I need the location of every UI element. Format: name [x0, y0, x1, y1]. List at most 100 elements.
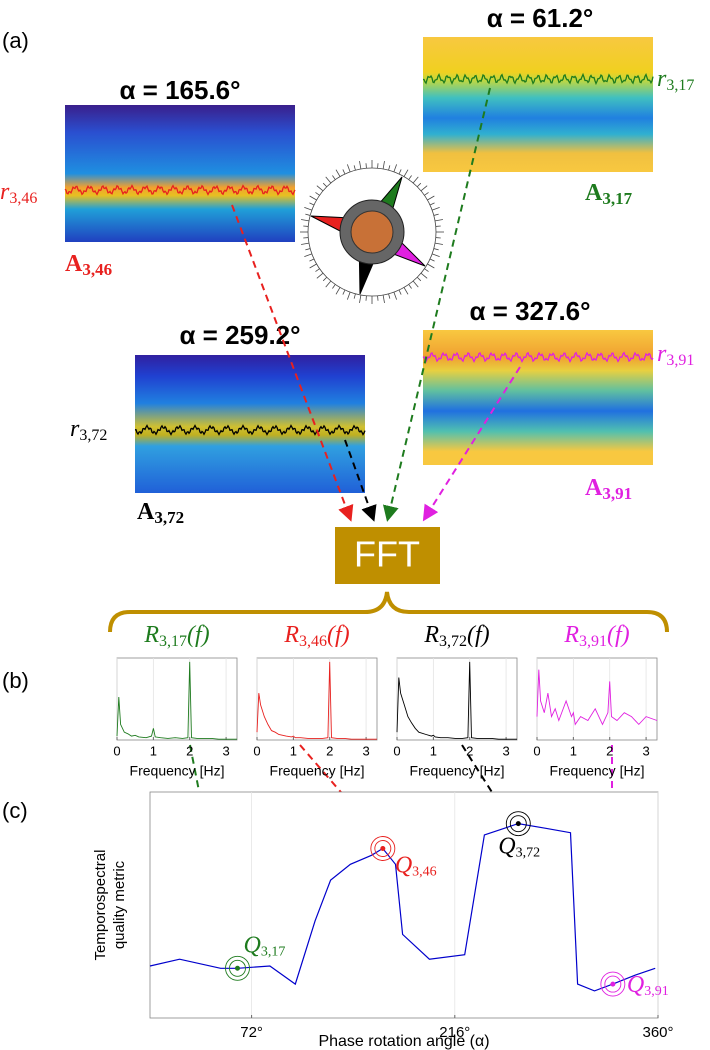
point-label: Q3,72: [498, 833, 540, 861]
compass-tick: [335, 169, 341, 177]
panel-label: (a): [2, 28, 29, 53]
text-part: 3,91: [644, 984, 669, 999]
ridge-line: [134, 424, 366, 436]
brace: [108, 591, 669, 633]
compass-tick: [342, 169, 346, 175]
x-tick-label: 2: [326, 743, 333, 758]
x-tick-label: 2: [186, 743, 193, 758]
y-axis-label: Temporospectral quality metric: [92, 850, 128, 961]
matrix-label: A3,17: [585, 180, 633, 208]
x-axis-label: Frequency [Hz]: [270, 763, 365, 779]
ridge-lines: [64, 72, 654, 436]
compass-tick: [304, 206, 312, 211]
compass-tick: [301, 242, 310, 245]
text-part: R: [283, 622, 299, 648]
ridge-line: [423, 72, 654, 86]
arrows: [231, 87, 521, 522]
matrix-label: A3,91: [585, 475, 632, 503]
compass-tick: [332, 284, 336, 289]
matrix-sub: 3,17: [602, 189, 632, 208]
ridge-sub: 3,46: [9, 190, 37, 207]
compass-tick: [335, 287, 341, 295]
compass-tick: [325, 176, 332, 184]
compass-tick: [353, 293, 356, 299]
text-part: (f): [607, 622, 630, 648]
heatmap: [423, 37, 653, 172]
matrix-symbol: A: [585, 180, 603, 206]
text-part: (f): [327, 622, 350, 648]
panel-label: (c): [2, 798, 28, 823]
compass-tick: [416, 276, 422, 282]
compass-tick: [424, 268, 429, 272]
spectrum-title: R3,17(f): [143, 622, 209, 650]
x-axis-label: Frequency [Hz]: [130, 763, 225, 779]
x-tick-label: 0: [253, 743, 260, 758]
view-title: α = 327.6°: [469, 296, 590, 326]
text-part: 3,46: [299, 633, 327, 650]
compass-tick: [403, 287, 409, 295]
x-axis-label: Frequency [Hz]: [410, 763, 505, 779]
compass-tick: [433, 248, 439, 251]
x-tick-label: 0: [533, 743, 540, 758]
text-part: 3,91: [579, 633, 607, 650]
compass-tick: [305, 248, 311, 251]
compass-tick: [388, 293, 391, 299]
compass-tick: [305, 213, 311, 216]
text-part: Q: [498, 833, 515, 859]
point-label: Q3,91: [627, 972, 669, 1000]
compass-tick: [403, 169, 409, 177]
compass-tick: [398, 169, 402, 175]
ridge-sub: 3,91: [666, 352, 694, 369]
compass-tick: [322, 276, 328, 282]
compass-tick: [429, 258, 435, 262]
text-part: quality metric: [111, 860, 128, 949]
compass-tick: [309, 202, 315, 206]
matrix-sub: 3,72: [154, 508, 184, 527]
compass-tick: [427, 195, 435, 201]
heatmap: [65, 105, 295, 242]
x-axis-label: Phase rotation angle (α): [318, 1033, 489, 1050]
compass-tick: [412, 176, 419, 184]
marker-dot: [380, 846, 386, 851]
ridge-label: r3,46: [0, 179, 37, 207]
compass-tick: [420, 272, 428, 279]
compass-tick: [433, 213, 439, 216]
compass: [300, 160, 444, 304]
matrix-sub: 3,46: [82, 260, 112, 279]
ridge-label: r3,17: [657, 66, 694, 94]
text-part: Q: [243, 932, 260, 958]
text-part: R: [143, 622, 159, 648]
ridge-symbol: r: [70, 416, 80, 442]
marker-dot: [610, 981, 616, 987]
text-part: 3,17: [261, 944, 286, 959]
x-tick-label: 0: [113, 743, 120, 758]
text-part: 3,72: [516, 846, 541, 861]
text-part: Q: [395, 852, 412, 878]
compass-tick: [432, 206, 440, 211]
view-title: α = 259.2°: [179, 320, 300, 350]
text-part: Q: [627, 972, 644, 998]
compass-tick: [408, 175, 412, 180]
ridge-symbol: r: [657, 66, 667, 92]
data-line: [256, 661, 377, 740]
marker-ring: [509, 815, 527, 833]
x-axis-label: Frequency [Hz]: [550, 763, 645, 779]
x-tick-label: 0: [393, 743, 400, 758]
marker-dot: [515, 821, 521, 827]
data-line: [116, 661, 237, 740]
ridge-sub: 3,72: [79, 427, 107, 444]
x-tick-label: 3: [642, 743, 649, 758]
marker-ring: [374, 840, 392, 857]
compass-tick: [434, 242, 443, 245]
matrix-label: A3,46: [65, 251, 112, 279]
compass-tick: [359, 161, 362, 170]
compass-tick: [429, 202, 435, 206]
compass-tick: [420, 185, 428, 192]
ridge-symbol: r: [657, 341, 667, 367]
compass-tick: [416, 182, 422, 188]
x-tick-label: 1: [430, 743, 437, 758]
compass-tick: [309, 258, 315, 262]
compass-tick: [382, 161, 385, 170]
compass-tick: [309, 263, 317, 269]
text-part: 3,17: [159, 633, 187, 650]
